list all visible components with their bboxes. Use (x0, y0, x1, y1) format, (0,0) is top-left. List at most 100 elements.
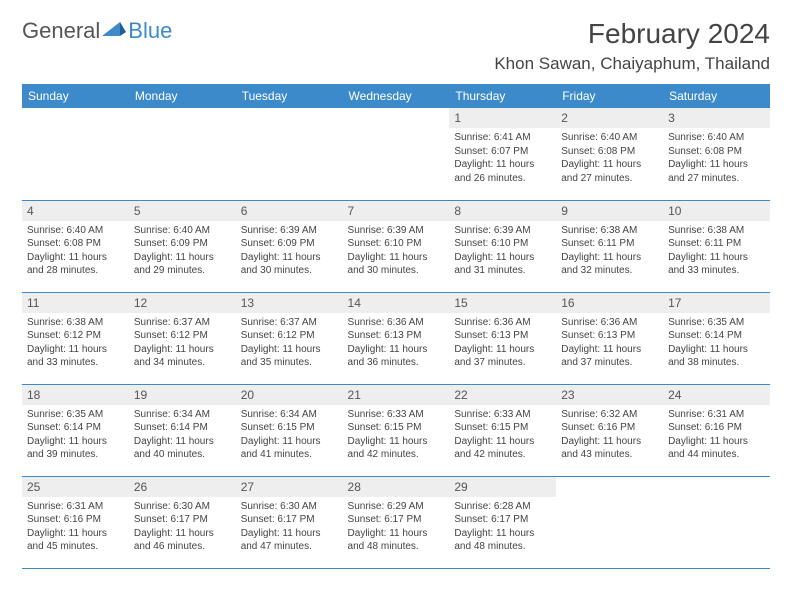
day-number: 1 (449, 108, 556, 128)
weekday-header: Sunday (22, 84, 129, 108)
calendar-day-cell (129, 108, 236, 200)
day-details: Sunrise: 6:40 AMSunset: 6:09 PMDaylight:… (129, 221, 236, 282)
day-number: 15 (449, 293, 556, 313)
day-number: 3 (663, 108, 770, 128)
day-details: Sunrise: 6:29 AMSunset: 6:17 PMDaylight:… (343, 497, 450, 558)
day-details: Sunrise: 6:30 AMSunset: 6:17 PMDaylight:… (129, 497, 236, 558)
calendar-day-cell: 8Sunrise: 6:39 AMSunset: 6:10 PMDaylight… (449, 200, 556, 292)
calendar-day-cell: 28Sunrise: 6:29 AMSunset: 6:17 PMDayligh… (343, 476, 450, 568)
day-details: Sunrise: 6:33 AMSunset: 6:15 PMDaylight:… (449, 405, 556, 466)
day-details: Sunrise: 6:36 AMSunset: 6:13 PMDaylight:… (556, 313, 663, 374)
day-number-empty (129, 108, 236, 128)
calendar-day-cell: 13Sunrise: 6:37 AMSunset: 6:12 PMDayligh… (236, 292, 343, 384)
day-number: 16 (556, 293, 663, 313)
day-details: Sunrise: 6:36 AMSunset: 6:13 PMDaylight:… (343, 313, 450, 374)
day-details: Sunrise: 6:38 AMSunset: 6:11 PMDaylight:… (663, 221, 770, 282)
location-subtitle: Khon Sawan, Chaiyaphum, Thailand (494, 54, 770, 74)
day-details: Sunrise: 6:40 AMSunset: 6:08 PMDaylight:… (556, 128, 663, 189)
day-details: Sunrise: 6:35 AMSunset: 6:14 PMDaylight:… (22, 405, 129, 466)
calendar-day-cell: 9Sunrise: 6:38 AMSunset: 6:11 PMDaylight… (556, 200, 663, 292)
weekday-header: Tuesday (236, 84, 343, 108)
day-number: 22 (449, 385, 556, 405)
day-details: Sunrise: 6:37 AMSunset: 6:12 PMDaylight:… (236, 313, 343, 374)
day-number: 17 (663, 293, 770, 313)
day-details: Sunrise: 6:31 AMSunset: 6:16 PMDaylight:… (22, 497, 129, 558)
day-details: Sunrise: 6:34 AMSunset: 6:14 PMDaylight:… (129, 405, 236, 466)
day-details: Sunrise: 6:35 AMSunset: 6:14 PMDaylight:… (663, 313, 770, 374)
calendar-day-cell: 23Sunrise: 6:32 AMSunset: 6:16 PMDayligh… (556, 384, 663, 476)
day-number-empty (343, 108, 450, 128)
calendar-day-cell: 18Sunrise: 6:35 AMSunset: 6:14 PMDayligh… (22, 384, 129, 476)
calendar-day-cell (236, 108, 343, 200)
calendar-day-cell: 15Sunrise: 6:36 AMSunset: 6:13 PMDayligh… (449, 292, 556, 384)
day-number-empty (236, 108, 343, 128)
day-number: 12 (129, 293, 236, 313)
title-block: February 2024 Khon Sawan, Chaiyaphum, Th… (494, 18, 770, 74)
calendar-week-row: 4Sunrise: 6:40 AMSunset: 6:08 PMDaylight… (22, 200, 770, 292)
day-number: 26 (129, 477, 236, 497)
day-number: 19 (129, 385, 236, 405)
calendar-day-cell: 24Sunrise: 6:31 AMSunset: 6:16 PMDayligh… (663, 384, 770, 476)
calendar-day-cell: 16Sunrise: 6:36 AMSunset: 6:13 PMDayligh… (556, 292, 663, 384)
day-number: 11 (22, 293, 129, 313)
calendar-day-cell: 11Sunrise: 6:38 AMSunset: 6:12 PMDayligh… (22, 292, 129, 384)
weekday-header-row: SundayMondayTuesdayWednesdayThursdayFrid… (22, 84, 770, 108)
day-details: Sunrise: 6:39 AMSunset: 6:10 PMDaylight:… (343, 221, 450, 282)
day-details: Sunrise: 6:28 AMSunset: 6:17 PMDaylight:… (449, 497, 556, 558)
day-number-empty (556, 477, 663, 497)
day-details: Sunrise: 6:40 AMSunset: 6:08 PMDaylight:… (663, 128, 770, 189)
calendar-week-row: 18Sunrise: 6:35 AMSunset: 6:14 PMDayligh… (22, 384, 770, 476)
day-details: Sunrise: 6:32 AMSunset: 6:16 PMDaylight:… (556, 405, 663, 466)
day-details: Sunrise: 6:34 AMSunset: 6:15 PMDaylight:… (236, 405, 343, 466)
day-details: Sunrise: 6:39 AMSunset: 6:09 PMDaylight:… (236, 221, 343, 282)
weekday-header: Thursday (449, 84, 556, 108)
calendar-day-cell (663, 476, 770, 568)
calendar-day-cell: 2Sunrise: 6:40 AMSunset: 6:08 PMDaylight… (556, 108, 663, 200)
weekday-header: Wednesday (343, 84, 450, 108)
weekday-header: Friday (556, 84, 663, 108)
calendar-day-cell (556, 476, 663, 568)
calendar-day-cell: 3Sunrise: 6:40 AMSunset: 6:08 PMDaylight… (663, 108, 770, 200)
calendar-day-cell: 25Sunrise: 6:31 AMSunset: 6:16 PMDayligh… (22, 476, 129, 568)
day-details: Sunrise: 6:30 AMSunset: 6:17 PMDaylight:… (236, 497, 343, 558)
calendar-day-cell: 6Sunrise: 6:39 AMSunset: 6:09 PMDaylight… (236, 200, 343, 292)
day-number: 13 (236, 293, 343, 313)
calendar-day-cell: 4Sunrise: 6:40 AMSunset: 6:08 PMDaylight… (22, 200, 129, 292)
header: General Blue February 2024 Khon Sawan, C… (22, 18, 770, 74)
calendar-day-cell: 26Sunrise: 6:30 AMSunset: 6:17 PMDayligh… (129, 476, 236, 568)
calendar-day-cell: 10Sunrise: 6:38 AMSunset: 6:11 PMDayligh… (663, 200, 770, 292)
day-number: 25 (22, 477, 129, 497)
calendar-day-cell (22, 108, 129, 200)
day-number: 2 (556, 108, 663, 128)
day-details: Sunrise: 6:40 AMSunset: 6:08 PMDaylight:… (22, 221, 129, 282)
calendar-table: SundayMondayTuesdayWednesdayThursdayFrid… (22, 84, 770, 569)
calendar-day-cell: 5Sunrise: 6:40 AMSunset: 6:09 PMDaylight… (129, 200, 236, 292)
calendar-day-cell: 22Sunrise: 6:33 AMSunset: 6:15 PMDayligh… (449, 384, 556, 476)
day-number: 29 (449, 477, 556, 497)
calendar-week-row: 11Sunrise: 6:38 AMSunset: 6:12 PMDayligh… (22, 292, 770, 384)
day-number: 27 (236, 477, 343, 497)
day-number-empty (22, 108, 129, 128)
logo-text-blue: Blue (128, 18, 172, 44)
day-details: Sunrise: 6:31 AMSunset: 6:16 PMDaylight:… (663, 405, 770, 466)
calendar-day-cell (343, 108, 450, 200)
calendar-day-cell: 19Sunrise: 6:34 AMSunset: 6:14 PMDayligh… (129, 384, 236, 476)
day-details: Sunrise: 6:39 AMSunset: 6:10 PMDaylight:… (449, 221, 556, 282)
calendar-day-cell: 20Sunrise: 6:34 AMSunset: 6:15 PMDayligh… (236, 384, 343, 476)
day-details: Sunrise: 6:37 AMSunset: 6:12 PMDaylight:… (129, 313, 236, 374)
calendar-day-cell: 14Sunrise: 6:36 AMSunset: 6:13 PMDayligh… (343, 292, 450, 384)
day-number: 10 (663, 201, 770, 221)
day-details: Sunrise: 6:38 AMSunset: 6:11 PMDaylight:… (556, 221, 663, 282)
logo: General Blue (22, 18, 172, 44)
logo-text-general: General (22, 18, 100, 44)
day-number: 23 (556, 385, 663, 405)
calendar-day-cell: 7Sunrise: 6:39 AMSunset: 6:10 PMDaylight… (343, 200, 450, 292)
day-number: 20 (236, 385, 343, 405)
day-details: Sunrise: 6:36 AMSunset: 6:13 PMDaylight:… (449, 313, 556, 374)
calendar-week-row: 1Sunrise: 6:41 AMSunset: 6:07 PMDaylight… (22, 108, 770, 200)
day-number: 14 (343, 293, 450, 313)
calendar-week-row: 25Sunrise: 6:31 AMSunset: 6:16 PMDayligh… (22, 476, 770, 568)
day-details: Sunrise: 6:38 AMSunset: 6:12 PMDaylight:… (22, 313, 129, 374)
day-number: 4 (22, 201, 129, 221)
day-number: 21 (343, 385, 450, 405)
